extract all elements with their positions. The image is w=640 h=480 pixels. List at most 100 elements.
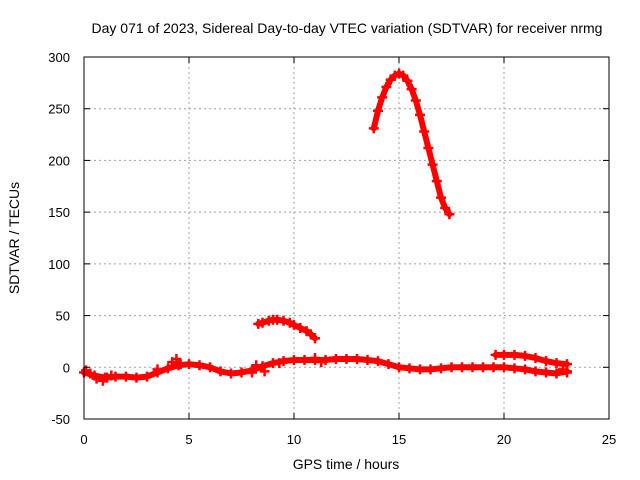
data-point bbox=[394, 362, 404, 373]
data-point bbox=[373, 105, 383, 116]
data-points bbox=[79, 68, 572, 386]
data-point bbox=[381, 81, 392, 92]
data-point bbox=[427, 159, 438, 170]
plot-frame bbox=[83, 56, 610, 420]
data-point bbox=[131, 372, 142, 383]
data-point bbox=[362, 355, 373, 366]
x-tick-label: 25 bbox=[602, 432, 616, 447]
data-point bbox=[289, 319, 299, 330]
y-tick-label: 250 bbox=[48, 102, 70, 117]
y-axis-label: SDTVAR / TECUs bbox=[6, 182, 22, 294]
data-point bbox=[91, 373, 102, 384]
data-point bbox=[490, 349, 501, 360]
data-point bbox=[310, 333, 320, 344]
axis-ticks: 0 5 10 15 20 25 -50 0 50 100 150 200 250 300 bbox=[48, 50, 616, 447]
x-tick-label: 0 bbox=[80, 432, 87, 447]
data-point bbox=[425, 364, 436, 375]
data-point bbox=[152, 364, 163, 375]
data-point bbox=[175, 359, 186, 370]
data-point bbox=[247, 367, 257, 378]
data-point bbox=[106, 370, 117, 381]
data-point bbox=[423, 143, 434, 154]
data-point bbox=[446, 362, 457, 373]
data-point bbox=[404, 363, 415, 374]
y-tick-label: 200 bbox=[48, 153, 70, 168]
data-point bbox=[419, 126, 430, 137]
data-point bbox=[251, 360, 262, 371]
data-point bbox=[509, 363, 520, 374]
data-point bbox=[163, 363, 173, 374]
series-trail bbox=[370, 70, 453, 218]
data-point bbox=[541, 356, 551, 367]
data-point bbox=[257, 317, 268, 328]
data-point bbox=[184, 359, 194, 370]
data-point bbox=[331, 354, 341, 365]
data-point bbox=[551, 358, 562, 369]
data-point bbox=[436, 363, 446, 374]
data-point bbox=[499, 362, 509, 373]
x-tick-label: 10 bbox=[287, 432, 301, 447]
data-point bbox=[431, 176, 442, 187]
data-point bbox=[352, 354, 362, 365]
series-scatter-clusters bbox=[81, 352, 572, 386]
data-point bbox=[457, 362, 467, 373]
data-point bbox=[310, 352, 320, 363]
y-tick-label: 0 bbox=[63, 360, 70, 375]
data-point bbox=[205, 362, 215, 373]
data-point bbox=[171, 354, 182, 365]
data-point bbox=[377, 92, 388, 103]
data-point bbox=[499, 349, 509, 360]
x-tick-label: 5 bbox=[185, 432, 192, 447]
data-point bbox=[410, 95, 421, 106]
y-tick-label: 150 bbox=[48, 205, 70, 220]
data-point bbox=[406, 84, 417, 95]
data-point bbox=[444, 209, 455, 220]
data-point bbox=[541, 367, 551, 378]
data-point bbox=[520, 364, 530, 375]
data-point bbox=[259, 366, 270, 377]
data-point bbox=[436, 192, 446, 203]
data-point bbox=[509, 349, 520, 360]
data-point bbox=[142, 371, 152, 382]
data-point bbox=[316, 357, 327, 368]
y-tick-label: -50 bbox=[51, 412, 70, 427]
x-tick-label: 20 bbox=[497, 432, 511, 447]
data-point bbox=[226, 368, 236, 379]
data-point bbox=[520, 350, 530, 361]
y-tick-label: 50 bbox=[56, 309, 70, 324]
grid bbox=[84, 57, 609, 419]
series-arc-mid-hump bbox=[253, 314, 320, 344]
y-tick-label: 300 bbox=[48, 50, 70, 65]
data-point bbox=[373, 356, 383, 367]
data-point bbox=[383, 359, 394, 370]
data-point bbox=[121, 371, 131, 382]
data-point bbox=[530, 366, 541, 377]
data-point bbox=[278, 315, 289, 326]
x-tick-label: 15 bbox=[392, 432, 406, 447]
data-point bbox=[398, 70, 409, 81]
series-arc-high-peak bbox=[368, 68, 455, 220]
data-point bbox=[402, 75, 413, 86]
data-point bbox=[562, 367, 572, 378]
data-point bbox=[236, 367, 247, 378]
y-tick-label: 100 bbox=[48, 257, 70, 272]
chart-title: Day 071 of 2023, Sidereal Day-to-day VTE… bbox=[92, 20, 603, 36]
data-point bbox=[530, 352, 541, 363]
data-point bbox=[295, 322, 306, 333]
data-point bbox=[368, 123, 379, 134]
data-point bbox=[415, 364, 425, 375]
data-point bbox=[274, 358, 285, 369]
data-point bbox=[299, 355, 310, 366]
data-point bbox=[289, 355, 299, 366]
data-point bbox=[440, 203, 451, 214]
x-axis-label: GPS time / hours bbox=[293, 456, 400, 472]
data-point bbox=[467, 362, 478, 373]
data-point bbox=[341, 354, 352, 365]
data-point bbox=[488, 362, 499, 373]
data-point bbox=[415, 109, 425, 120]
data-point bbox=[215, 366, 226, 377]
data-point bbox=[194, 360, 205, 371]
data-point bbox=[551, 368, 562, 379]
data-point bbox=[85, 368, 96, 379]
